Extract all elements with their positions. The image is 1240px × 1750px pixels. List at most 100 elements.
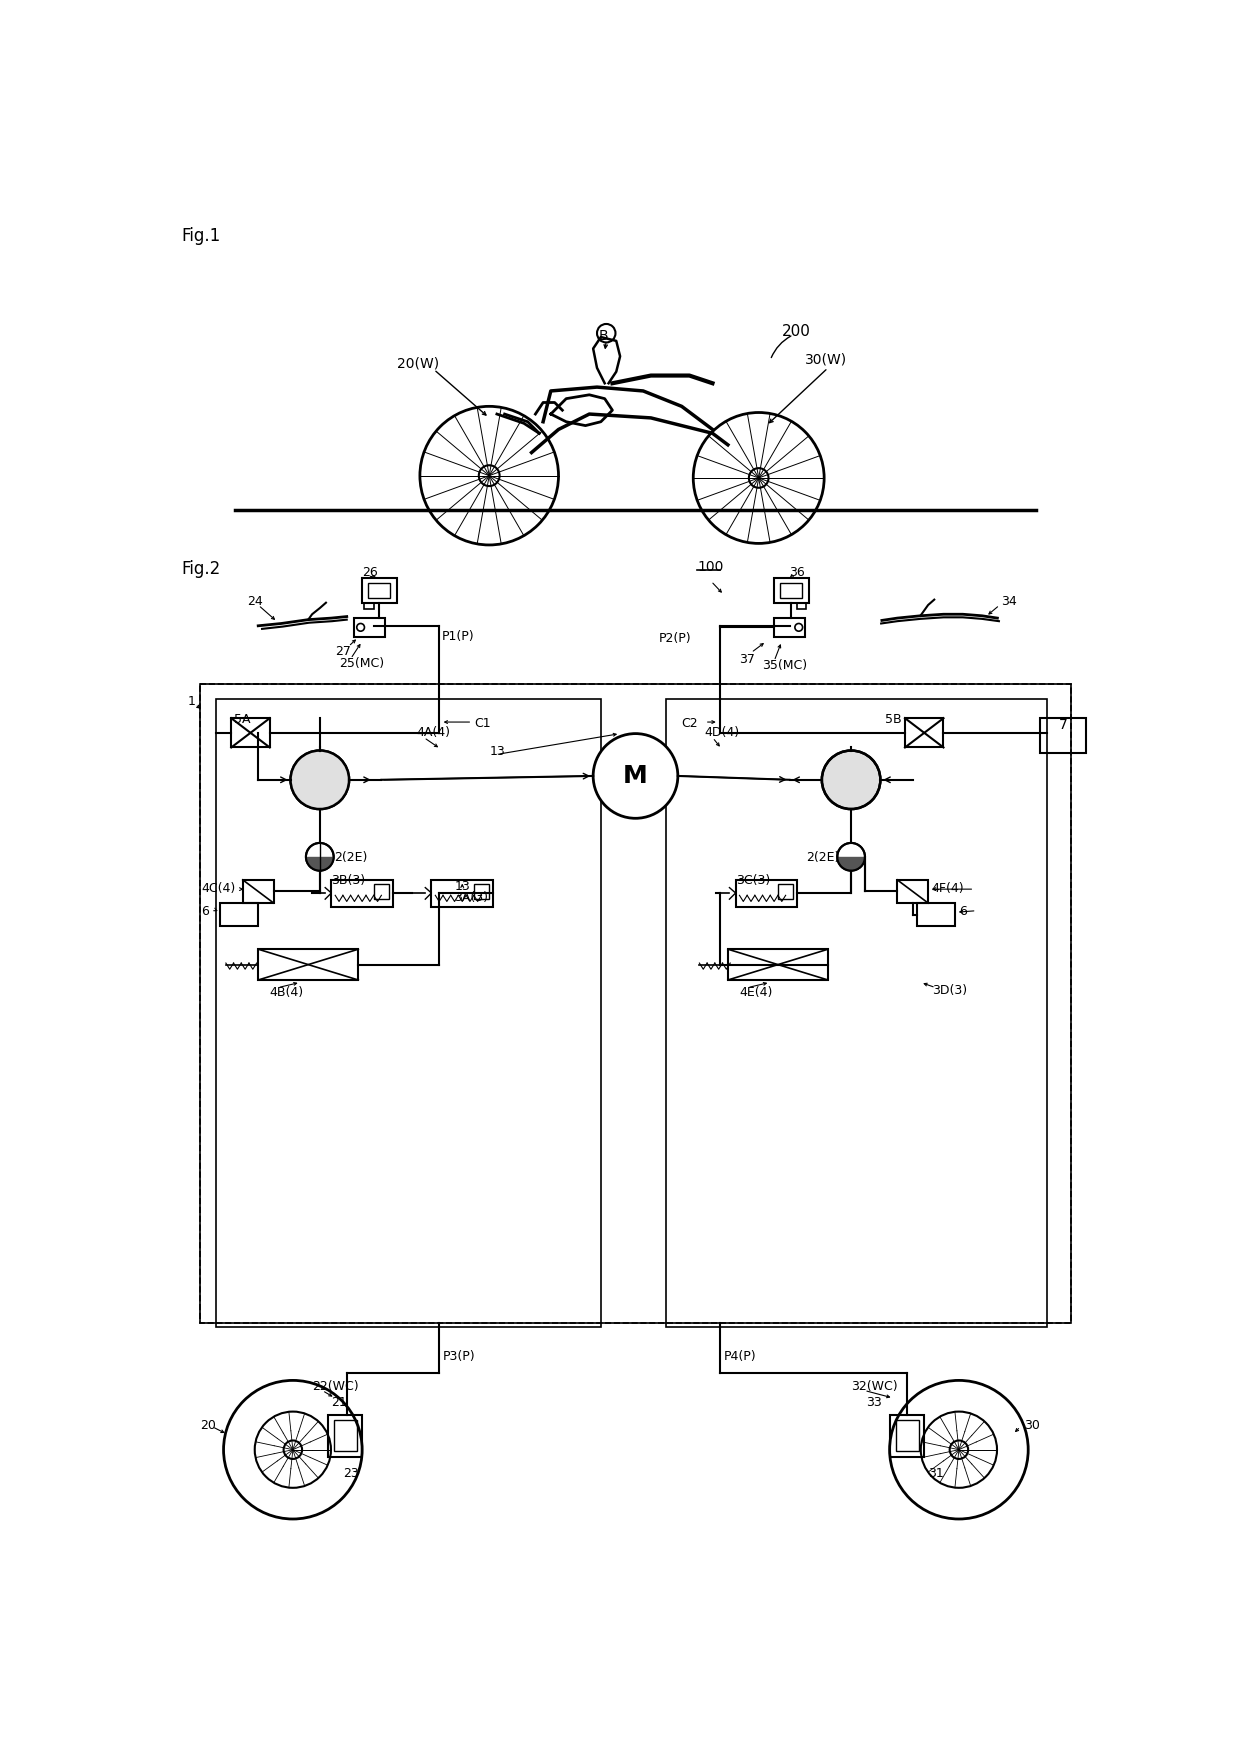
- Circle shape: [593, 733, 678, 819]
- Text: P4(P): P4(P): [724, 1349, 756, 1363]
- Circle shape: [921, 1412, 997, 1487]
- Bar: [774, 618, 805, 637]
- Text: 22(WC): 22(WC): [312, 1381, 358, 1393]
- Text: 6: 6: [959, 905, 967, 919]
- Text: P2(P): P2(P): [658, 632, 691, 646]
- Text: 30: 30: [1024, 1419, 1040, 1431]
- Text: 3D(3): 3D(3): [932, 984, 967, 997]
- Text: 5A: 5A: [233, 712, 250, 726]
- Text: 4D(4): 4D(4): [704, 726, 740, 738]
- Circle shape: [822, 751, 880, 808]
- Bar: [474, 884, 490, 900]
- Bar: [331, 880, 393, 906]
- Text: P3(P): P3(P): [443, 1349, 476, 1363]
- Text: 25(MC): 25(MC): [339, 656, 384, 670]
- Bar: [728, 949, 828, 980]
- Circle shape: [290, 751, 350, 808]
- Bar: [243, 880, 274, 903]
- Bar: [895, 1421, 919, 1451]
- Circle shape: [837, 844, 866, 872]
- Bar: [334, 1421, 357, 1451]
- Text: 20(W): 20(W): [397, 357, 439, 371]
- Bar: [780, 583, 802, 598]
- Bar: [201, 684, 1070, 1323]
- Text: 3A(3): 3A(3): [455, 891, 489, 905]
- Text: 6: 6: [201, 905, 210, 919]
- Bar: [889, 1416, 924, 1458]
- Circle shape: [749, 469, 769, 488]
- Text: 24: 24: [247, 595, 263, 607]
- Circle shape: [284, 1440, 303, 1460]
- Text: 34: 34: [1001, 595, 1017, 607]
- Text: P1(P): P1(P): [441, 630, 474, 642]
- Text: 3C(3): 3C(3): [735, 873, 770, 887]
- Circle shape: [223, 1381, 362, 1519]
- Text: C1: C1: [474, 718, 491, 730]
- Text: 2(2E): 2(2E): [334, 852, 367, 864]
- Text: Fig.1: Fig.1: [181, 228, 221, 245]
- Bar: [797, 602, 806, 609]
- Text: B: B: [599, 329, 608, 343]
- Bar: [898, 880, 928, 903]
- Bar: [666, 698, 1048, 1326]
- Text: 36: 36: [790, 565, 805, 579]
- Text: 37: 37: [739, 653, 755, 665]
- Text: 200: 200: [781, 324, 811, 340]
- Bar: [1040, 718, 1086, 752]
- Text: 5B: 5B: [884, 712, 901, 726]
- Text: 3B(3): 3B(3): [331, 873, 366, 887]
- Bar: [362, 578, 397, 602]
- Bar: [365, 602, 373, 609]
- Text: 35(MC): 35(MC): [763, 660, 807, 672]
- Circle shape: [795, 623, 802, 632]
- Bar: [905, 718, 944, 747]
- Text: 4B(4): 4B(4): [270, 987, 304, 999]
- Text: 27: 27: [335, 646, 351, 658]
- Text: 32(WC): 32(WC): [851, 1381, 898, 1393]
- Text: 4E(4): 4E(4): [739, 987, 773, 999]
- Bar: [216, 698, 601, 1326]
- Bar: [735, 880, 797, 906]
- Circle shape: [889, 1381, 1028, 1519]
- Circle shape: [290, 751, 350, 808]
- Wedge shape: [306, 858, 334, 872]
- Circle shape: [950, 1440, 968, 1460]
- Circle shape: [420, 406, 558, 544]
- Bar: [355, 618, 386, 637]
- Bar: [219, 903, 258, 926]
- Text: 26: 26: [362, 565, 378, 579]
- Bar: [916, 903, 955, 926]
- Text: 100: 100: [697, 560, 723, 574]
- Text: 21: 21: [331, 1396, 347, 1409]
- Wedge shape: [837, 858, 866, 872]
- Bar: [373, 884, 389, 900]
- Bar: [368, 583, 389, 598]
- Bar: [774, 578, 808, 602]
- Text: 23: 23: [343, 1466, 358, 1480]
- Circle shape: [479, 466, 500, 486]
- Text: 4C(4): 4C(4): [201, 882, 236, 896]
- Circle shape: [306, 844, 334, 872]
- Text: 13: 13: [490, 746, 505, 758]
- Bar: [327, 1416, 362, 1458]
- Circle shape: [254, 1412, 331, 1487]
- Text: 4A(4): 4A(4): [417, 726, 450, 738]
- Text: 1: 1: [187, 695, 195, 709]
- Text: Fig.2: Fig.2: [181, 560, 221, 578]
- Circle shape: [596, 324, 615, 343]
- Text: 4F(4): 4F(4): [931, 882, 963, 896]
- Text: 33: 33: [867, 1396, 882, 1409]
- Circle shape: [693, 413, 825, 544]
- Text: 2(2E): 2(2E): [806, 852, 839, 864]
- Text: C2: C2: [682, 718, 698, 730]
- Text: M: M: [624, 765, 647, 788]
- Text: 20: 20: [201, 1419, 216, 1431]
- Bar: [432, 880, 494, 906]
- Text: 7: 7: [1059, 718, 1068, 732]
- Bar: [231, 718, 270, 747]
- Bar: [777, 884, 794, 900]
- Circle shape: [357, 623, 365, 632]
- Text: 30(W): 30(W): [805, 352, 847, 366]
- Text: 13: 13: [455, 880, 470, 892]
- Text: 31: 31: [928, 1466, 944, 1480]
